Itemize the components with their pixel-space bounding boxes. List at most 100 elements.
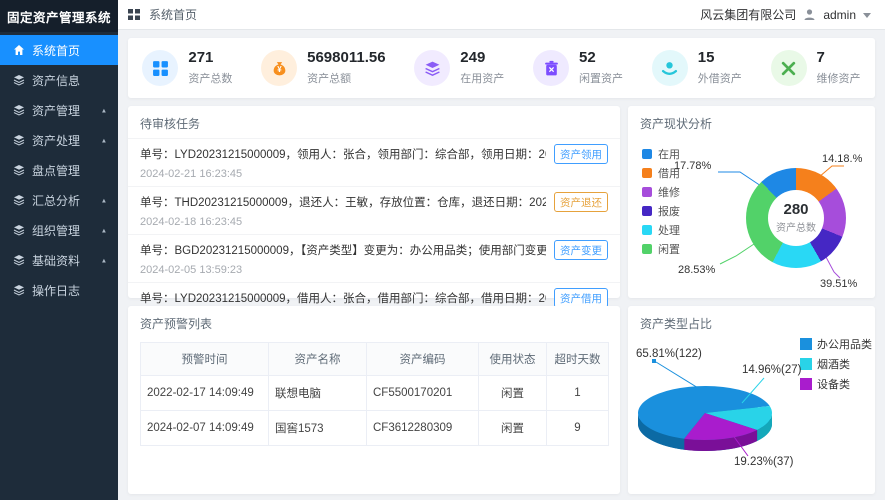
breadcrumb[interactable]: 系统首页: [149, 8, 198, 22]
cell-alert-time: 2022-02-17 14:09:49: [140, 375, 269, 411]
stat-total-count: 271 资产总数: [142, 50, 232, 86]
chevron-up-icon: ▲: [100, 256, 108, 264]
status-badge[interactable]: 资产变更: [554, 240, 608, 260]
trash-icon: [533, 50, 570, 86]
table-row[interactable]: 2024-02-07 14:09:49 国窖1573 CF3612280309 …: [140, 410, 609, 446]
app-title: 固定资产管理系统: [0, 0, 118, 32]
panel-title: 资产类型占比: [640, 317, 713, 331]
chevron-down-icon[interactable]: [863, 12, 871, 18]
grid-icon: [142, 50, 179, 86]
stat-total-value: ¥ 5698011.56 资产总额: [261, 49, 386, 86]
task-text: 单号：BGD20231215000009，【资产类型】变更为：办公用品类；使用部…: [140, 245, 546, 257]
svg-text:¥: ¥: [277, 65, 282, 74]
donut-callout: 39.51%: [820, 278, 858, 290]
legend-item[interactable]: 闲置: [642, 239, 680, 258]
donut-callout: 14.18.%: [822, 153, 863, 165]
stat-label: 闲置资产: [579, 72, 624, 85]
sidebar-item-label: 系统首页: [32, 43, 81, 58]
task-text: 单号：THD20231215000009，退还人：王敏，存放位置：仓库，退还日期…: [140, 197, 546, 209]
sidebar-item-label: 盘点管理: [32, 163, 81, 178]
legend-swatch: [642, 224, 652, 235]
stat-value: 271: [188, 49, 214, 67]
list-item[interactable]: 单号：THD20231215000009，退还人：王敏，存放位置：仓库，退还日期…: [128, 186, 620, 234]
chevron-up-icon: ▲: [100, 136, 108, 144]
donut-callout: 17.78%: [674, 160, 712, 172]
asset-alerts-panel: 资产预警列表 预警时间 资产名称 资产编码 使用状态 超时天数 2022-02-…: [128, 306, 620, 494]
alerts-table: 预警时间 资产名称 资产编码 使用状态 超时天数 2022-02-17 14:0…: [140, 342, 609, 446]
donut-chart[interactable]: 280 资产总数: [746, 168, 846, 268]
task-time: 2024-02-05 13:59:23: [140, 264, 243, 276]
legend-item[interactable]: 在用: [642, 144, 680, 163]
legend-swatch: [642, 186, 652, 197]
column-header[interactable]: 资产编码: [366, 342, 479, 376]
tools-icon: [770, 50, 807, 86]
cell-overdue-days: 1: [546, 375, 609, 411]
sidebar-item-logs[interactable]: 操作日志: [0, 275, 118, 305]
pie-slice-office: [638, 386, 770, 439]
sidebar-item-inventory[interactable]: 盘点管理: [0, 155, 118, 185]
stat-repair: 7 维修资产: [770, 50, 861, 86]
column-header[interactable]: 预警时间: [140, 342, 269, 376]
list-item[interactable]: 单号：BGD20231215000009，【资产类型】变更为：办公用品类；使用部…: [128, 234, 620, 282]
layers-icon: [414, 50, 451, 86]
legend-item[interactable]: 报废: [642, 201, 680, 220]
pie-slice-tobacco: [705, 406, 773, 430]
topbar-right: 风云集团有限公司 admin: [700, 6, 871, 23]
pie-slice-equipment: [684, 413, 758, 441]
stat-in-use: 249 在用资产: [414, 50, 504, 86]
sidebar-item-org[interactable]: 组织管理 ▲: [0, 215, 118, 245]
sidebar-item-label: 汇总分析: [32, 193, 81, 208]
cell-asset-code: CF5500170201: [366, 375, 479, 411]
grid-icon[interactable]: [128, 8, 141, 21]
status-badge[interactable]: 资产退还: [554, 192, 608, 212]
legend-swatch: [800, 358, 812, 370]
column-header[interactable]: 超时天数: [546, 342, 609, 376]
legend-item[interactable]: 维修: [642, 182, 680, 201]
pie-label: 65.81%(122): [636, 348, 702, 360]
table-row[interactable]: 2022-02-17 14:09:49 联想电脑 CF5500170201 闲置…: [140, 375, 609, 411]
legend-swatch: [642, 243, 652, 254]
sidebar-item-home[interactable]: 系统首页: [0, 35, 118, 65]
layers-icon: [13, 195, 25, 206]
task-text: 单号：LYD20231215000009，领用人：张合，领用部门：综合部，领用日…: [140, 149, 546, 161]
stat-value: 52: [579, 49, 596, 67]
sidebar-item-label: 资产管理: [32, 103, 81, 118]
layers-icon: [13, 225, 25, 236]
layers-icon: [13, 105, 25, 116]
username[interactable]: admin: [823, 7, 856, 22]
sidebar-item-basic-data[interactable]: 基础资料 ▲: [0, 245, 118, 275]
company-name: 风云集团有限公司: [700, 8, 797, 22]
legend-item[interactable]: 借用: [642, 163, 680, 182]
column-header[interactable]: 资产名称: [268, 342, 367, 376]
stat-label: 资产总额: [307, 72, 352, 85]
sidebar-item-asset-info[interactable]: 资产信息: [0, 65, 118, 95]
donut-callout: 28.53%: [678, 264, 716, 276]
donut-center-label: 资产总数: [776, 223, 816, 235]
legend-item[interactable]: 办公用品类: [800, 334, 872, 354]
sidebar-item-label: 操作日志: [32, 283, 81, 298]
pie-label: 14.96%(27): [742, 364, 802, 376]
stat-value: 5698011.56: [307, 49, 386, 67]
asset-status-chart-panel: 资产现状分析 在用 借用 维修 报废 处理 闲置 280 资产总数 17.78%…: [628, 106, 875, 298]
status-badge[interactable]: 资产领用: [554, 144, 608, 164]
chevron-up-icon: ▲: [100, 226, 108, 234]
list-item[interactable]: 单号：LYD20231215000009，领用人：张合，领用部门：综合部，领用日…: [128, 138, 620, 186]
asset-type-chart-panel: 资产类型占比 办公用品类 烟酒类 设备类 65.81%(122) 14.96%(…: [628, 306, 875, 494]
stat-lent: 15 外借资产: [651, 50, 742, 86]
sidebar-item-asset-mgmt[interactable]: 资产管理 ▲: [0, 95, 118, 125]
chart-legend: 在用 借用 维修 报废 处理 闲置: [642, 144, 680, 258]
layers-icon: [13, 285, 25, 296]
sidebar-item-summary[interactable]: 汇总分析 ▲: [0, 185, 118, 215]
donut-center-value: 280: [783, 200, 809, 218]
column-header[interactable]: 使用状态: [478, 342, 547, 376]
sidebar-item-label: 资产信息: [32, 73, 81, 88]
cell-overdue-days: 9: [546, 410, 609, 446]
topbar: 系统首页 风云集团有限公司 admin: [118, 0, 885, 30]
status-badge[interactable]: 资产借用: [554, 288, 608, 308]
stat-label: 在用资产: [460, 72, 505, 85]
legend-item[interactable]: 烟酒类: [800, 354, 872, 374]
sidebar-item-asset-handle[interactable]: 资产处理 ▲: [0, 125, 118, 155]
legend-item[interactable]: 处理: [642, 220, 680, 239]
legend-item[interactable]: 设备类: [800, 374, 872, 394]
